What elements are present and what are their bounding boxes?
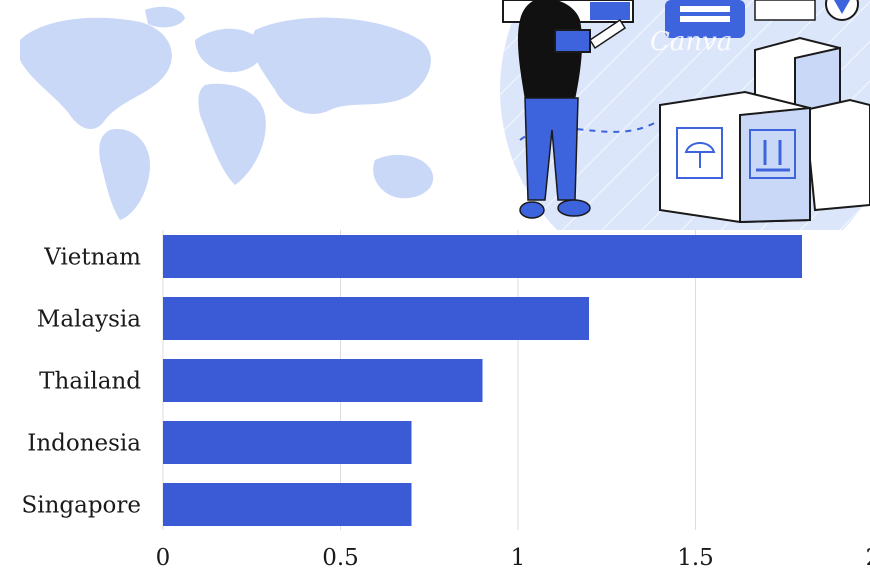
chart-bars (163, 235, 802, 526)
world-map-icon (20, 6, 434, 220)
category-label-thailand: Thailand (39, 369, 141, 395)
category-label-malaysia: Malaysia (37, 307, 141, 333)
x-tick-label: 0.5 (322, 545, 359, 568)
x-tick-label: 1 (511, 545, 526, 568)
bar-chart: Vietnam Malaysia Thailand Indonesia Singapor… (21, 230, 870, 568)
bar-thailand (163, 359, 483, 402)
category-label-singapore: Singapore (21, 493, 141, 519)
x-tick-label: 0 (156, 545, 171, 568)
bar-vietnam (163, 235, 802, 278)
logistics-illustration: Canva (20, 0, 870, 230)
category-labels: Vietnam Malaysia Thailand Indonesia Singapor… (21, 245, 141, 519)
canva-watermark: Canva (650, 27, 732, 57)
location-pin-icon (754, 0, 859, 21)
x-axis-tick-labels: 0 0.5 1 1.5 2 (156, 545, 870, 568)
category-label-indonesia: Indonesia (27, 431, 141, 457)
category-label-vietnam: Vietnam (43, 245, 141, 271)
bar-malaysia (163, 297, 589, 340)
x-tick-label: 1.5 (677, 545, 714, 568)
boxes-icon (659, 36, 870, 224)
person-figure (517, 0, 627, 219)
x-tick-label: 2 (866, 545, 870, 568)
truck-icon (665, 0, 745, 38)
bar-indonesia (163, 421, 412, 464)
bar-singapore (163, 483, 412, 526)
